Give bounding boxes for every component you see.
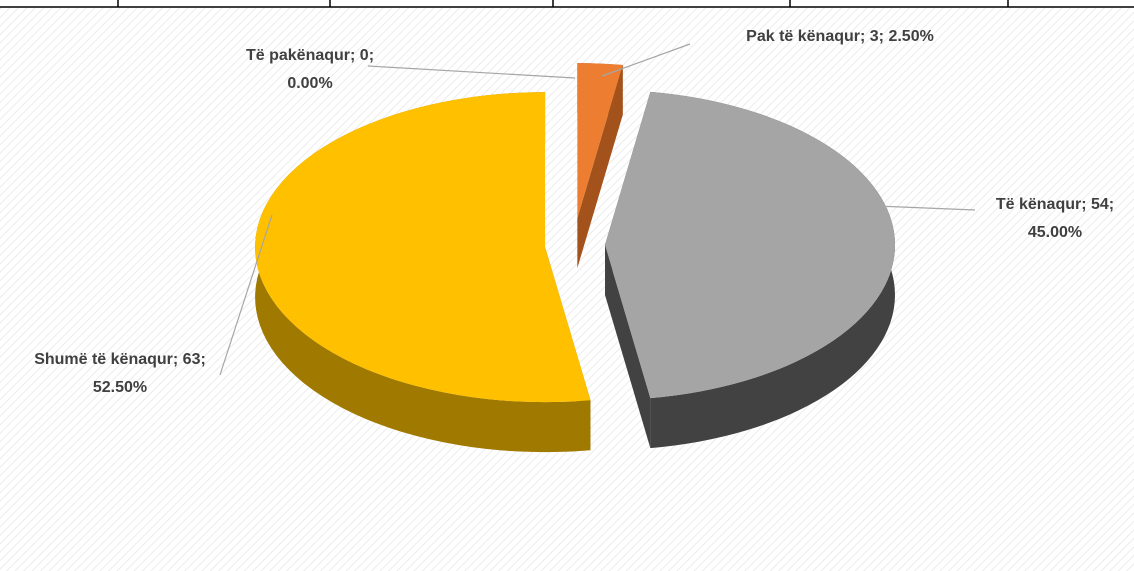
pie-slice [255,92,591,403]
data-label: Shumë të kënaqur; 63; 52.50% [34,351,206,396]
leader-line [851,204,976,211]
leader-line [219,214,273,376]
leader-line [367,65,576,79]
data-label: Të pakënaqur; 0; 0.00% [245,47,375,92]
pie-slice [605,91,896,399]
pie-slice [577,63,623,219]
data-label: Pak të kënaqur; 3; 2.50% [746,28,934,45]
data-label: Të kënaqur; 54; 45.00% [995,196,1115,241]
leader-line [601,43,691,77]
slice-wall [605,245,651,449]
slice-wall [577,64,623,269]
plot-background [0,8,1134,571]
table-strip [0,0,1134,8]
